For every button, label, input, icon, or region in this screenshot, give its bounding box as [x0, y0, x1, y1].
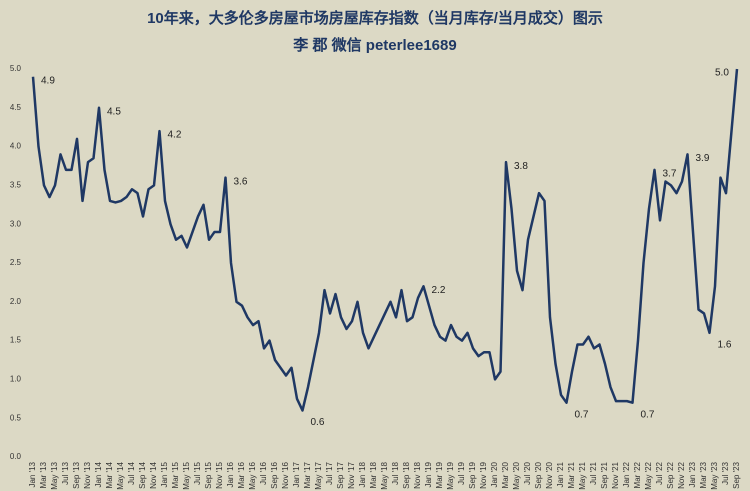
- x-tick-label: Mar '20: [501, 461, 510, 488]
- data-label: 5.0: [715, 68, 729, 79]
- y-tick-label: 3.5: [10, 181, 22, 190]
- x-tick-label: May '14: [116, 461, 125, 489]
- x-tick-label: Sep '13: [72, 461, 81, 488]
- x-tick-label: Jul '21: [589, 461, 598, 484]
- data-label: 4.5: [107, 106, 121, 117]
- y-tick-label: 5.0: [10, 64, 22, 73]
- x-tick-label: Jul '17: [325, 461, 334, 484]
- x-tick-label: Jan '14: [94, 461, 103, 487]
- x-tick-label: Mar '15: [171, 461, 180, 488]
- x-tick-label: Jul '19: [457, 461, 466, 484]
- x-tick-label: Sep '17: [336, 461, 345, 488]
- x-tick-label: Sep '22: [666, 461, 675, 488]
- y-tick-label: 1.5: [10, 336, 22, 345]
- x-tick-label: May '18: [380, 461, 389, 489]
- x-tick-label: Jan '19: [424, 461, 433, 487]
- x-tick-label: Sep '21: [600, 461, 609, 488]
- x-tick-label: Mar '22: [633, 461, 642, 488]
- x-tick-label: May '19: [446, 461, 455, 489]
- x-tick-label: Nov '16: [281, 461, 290, 488]
- x-tick-label: Jan '21: [556, 461, 565, 487]
- x-tick-label: Mar '14: [105, 461, 114, 488]
- x-tick-label: Jan '22: [622, 461, 631, 487]
- x-tick-label: May '13: [50, 461, 59, 489]
- data-label: 4.9: [41, 75, 55, 86]
- x-tick-label: Nov '22: [677, 461, 686, 488]
- x-tick-label: May '15: [182, 461, 191, 489]
- x-tick-label: Jul '16: [259, 461, 268, 484]
- x-tick-label: Mar '19: [435, 461, 444, 488]
- x-tick-label: Sep '23: [732, 461, 741, 488]
- data-label: 1.6: [718, 339, 732, 350]
- x-tick-label: Nov '18: [413, 461, 422, 488]
- x-tick-label: Jul '23: [721, 461, 730, 484]
- y-tick-label: 4.5: [10, 103, 22, 112]
- x-tick-label: Jan '23: [688, 461, 697, 487]
- x-tick-label: Jan '17: [292, 461, 301, 487]
- x-tick-label: Nov '15: [215, 461, 224, 488]
- x-tick-label: Nov '17: [347, 461, 356, 488]
- x-tick-label: May '22: [644, 461, 653, 489]
- x-tick-label: May '17: [314, 461, 323, 489]
- x-tick-label: Nov '13: [83, 461, 92, 488]
- y-tick-label: 3.0: [10, 219, 22, 228]
- x-tick-label: Nov '19: [479, 461, 488, 488]
- x-tick-label: Mar '13: [39, 461, 48, 488]
- x-tick-label: Sep '19: [468, 461, 477, 488]
- x-tick-label: Sep '18: [402, 461, 411, 488]
- x-tick-label: Sep '14: [138, 461, 147, 488]
- x-tick-label: Mar '23: [699, 461, 708, 488]
- data-label: 3.6: [234, 176, 248, 187]
- y-tick-label: 0.5: [10, 413, 22, 422]
- x-tick-label: Nov '20: [545, 461, 554, 488]
- x-tick-label: Sep '15: [204, 461, 213, 488]
- line: [31, 68, 739, 412]
- data-label: 3.9: [696, 153, 710, 164]
- x-tick-label: Sep '16: [270, 461, 279, 488]
- data-label: 0.6: [311, 417, 325, 428]
- x-tick-label: Jan '15: [160, 461, 169, 487]
- x-tick-label: May '23: [710, 461, 719, 489]
- x-tick-label: Jul '13: [61, 461, 70, 484]
- data-label: 4.2: [168, 130, 182, 141]
- data-label: 0.7: [641, 409, 655, 420]
- x-tick-label: Jul '14: [127, 461, 136, 484]
- y-tick-label: 0.0: [10, 452, 22, 461]
- chart-subtitle: 李 郡 微信 peterlee1689: [292, 36, 456, 54]
- x-tick-label: Jan '20: [490, 461, 499, 487]
- x-tick-label: Mar '21: [567, 461, 576, 488]
- x-tick-label: Nov '14: [149, 461, 158, 488]
- y-tick-label: 1.0: [10, 375, 22, 384]
- x-tick-label: Jul '22: [655, 461, 664, 484]
- chart-title: 10年来，大多伦多房屋市场房屋库存指数（当月库存/当月成交）图示: [147, 9, 603, 27]
- x-tick-label: Sep '20: [534, 461, 543, 488]
- x-tick-label: Nov '21: [611, 461, 620, 488]
- x-tick-label: Mar '16: [237, 461, 246, 488]
- x-tick-label: May '16: [248, 461, 257, 489]
- x-tick-label: Jan '13: [28, 461, 37, 487]
- y-tick-label: 4.0: [10, 142, 22, 151]
- y-tick-label: 2.0: [10, 297, 22, 306]
- x-tick-label: Jul '15: [193, 461, 202, 484]
- x-tick-label: Mar '17: [303, 461, 312, 488]
- x-tick-label: Jul '18: [391, 461, 400, 484]
- y-tick-label: 2.5: [10, 258, 22, 267]
- x-tick-label: Jul '20: [523, 461, 532, 484]
- x-tick-label: May '21: [578, 461, 587, 489]
- x-tick-label: Jan '18: [358, 461, 367, 487]
- data-label: 3.7: [663, 169, 677, 180]
- x-tick-label: Mar '18: [369, 461, 378, 488]
- x-tick-label: May '20: [512, 461, 521, 489]
- data-label: 2.2: [432, 285, 446, 296]
- data-label: 0.7: [575, 409, 589, 420]
- x-tick-label: Jan '16: [226, 461, 235, 487]
- data-label: 3.8: [514, 161, 528, 172]
